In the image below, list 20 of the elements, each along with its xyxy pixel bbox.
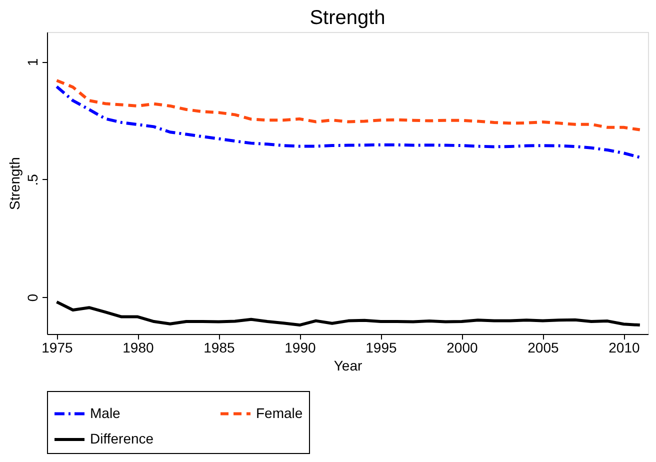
legend-label: Difference: [90, 430, 154, 446]
y-axis-title: Strength: [6, 157, 22, 210]
x-tick-label: 1975: [42, 340, 73, 356]
chart-title: Strength: [310, 7, 386, 29]
x-tick-label: 2010: [608, 340, 640, 356]
x-axis-title: Year: [334, 358, 362, 374]
y-tick-label: 1: [24, 58, 40, 66]
line-series: [55, 85, 642, 159]
x-tick-label: 1985: [204, 340, 235, 356]
x-tick-label: 2005: [528, 340, 559, 356]
x-tick-label: 1990: [284, 340, 316, 356]
x-tick-label: 1995: [366, 340, 397, 356]
legend-label: Male: [90, 404, 121, 421]
x-tick-label: 1980: [122, 340, 154, 356]
line-series: [55, 79, 642, 132]
x-tick-label: 2000: [446, 340, 478, 356]
y-tick-label: 0: [24, 294, 40, 302]
legend-label: Female: [256, 404, 303, 421]
y-tick-label: .5: [24, 174, 40, 186]
line-series: [55, 300, 642, 327]
